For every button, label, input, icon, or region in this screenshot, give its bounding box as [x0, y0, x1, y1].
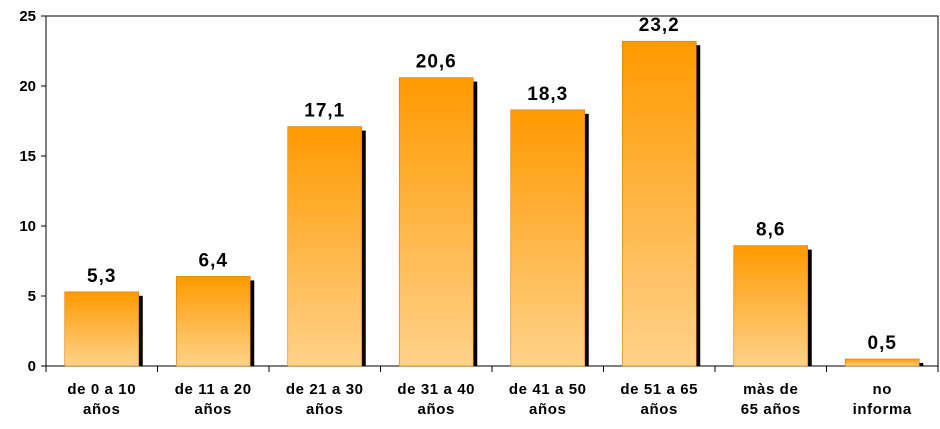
- bar: [621, 40, 697, 367]
- x-tick-label: años: [418, 401, 455, 418]
- data-label: 5,3: [87, 266, 116, 287]
- bar: [510, 109, 586, 367]
- data-label: 20,6: [416, 52, 457, 73]
- x-tick-label: años: [641, 401, 678, 418]
- bar: [64, 291, 140, 367]
- data-label: 0,5: [868, 333, 897, 354]
- data-label: 6,4: [199, 250, 228, 271]
- y-tick-label: 10: [19, 218, 36, 235]
- x-tick-label: 65 años: [741, 401, 801, 418]
- x-tick-label: años: [195, 401, 232, 418]
- x-tick-label: de 31 a 40: [397, 381, 475, 398]
- y-tick-label: 25: [19, 8, 36, 25]
- y-tick-label: 15: [19, 148, 36, 165]
- x-tick-label: de 21 a 30: [286, 381, 364, 398]
- data-label: 18,3: [527, 84, 568, 105]
- y-tick-label: 0: [28, 358, 36, 375]
- y-axis: 0 5 10 15 20 25: [19, 8, 46, 375]
- x-tick-label: informa: [853, 401, 912, 418]
- bar: [733, 245, 809, 367]
- bars: [64, 40, 924, 367]
- bar: [844, 358, 920, 367]
- x-tick-label: màs de: [743, 381, 798, 398]
- x-tick-label: años: [306, 401, 343, 418]
- x-tick-label: de 51 a 65: [620, 381, 698, 398]
- x-tick-label: de 0 a 10: [67, 381, 136, 398]
- x-tick-label: años: [529, 401, 566, 418]
- data-labels: 5,3 6,4 17,1 20,6 18,3 23,2 8,6 0,5: [87, 15, 897, 354]
- y-tick-label: 20: [19, 78, 36, 95]
- bar: [287, 126, 363, 367]
- data-label: 23,2: [639, 15, 680, 36]
- bar: [175, 276, 251, 367]
- x-tick-label: de 41 a 50: [509, 381, 587, 398]
- x-axis: de 0 a 10 años de 11 a 20 años de 21 a 30 año…: [45, 366, 939, 418]
- bar: [398, 77, 474, 367]
- data-label: 17,1: [304, 101, 345, 122]
- y-tick-label: 5: [28, 288, 36, 305]
- x-tick-label: años: [83, 401, 120, 418]
- x-tick-label: de 11 a 20: [175, 381, 252, 398]
- data-label: 8,6: [756, 220, 785, 241]
- x-tick-label: no: [872, 381, 892, 398]
